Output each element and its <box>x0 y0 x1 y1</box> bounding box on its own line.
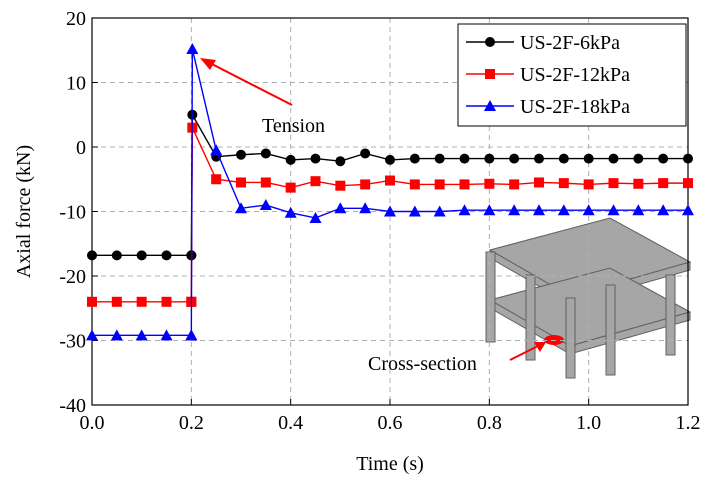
marker <box>360 148 370 158</box>
marker <box>460 154 470 164</box>
marker <box>87 250 97 260</box>
marker <box>137 297 147 307</box>
legend-label: US-2F-18kPa <box>520 96 630 118</box>
marker <box>236 177 246 187</box>
annotation-arrow <box>204 60 292 105</box>
marker <box>485 69 495 79</box>
y-tick-label: -20 <box>59 266 86 288</box>
annotation: Tension <box>262 115 325 137</box>
x-tick-label: 1.2 <box>676 412 701 434</box>
marker <box>559 178 569 188</box>
marker <box>609 178 619 188</box>
marker <box>286 183 296 193</box>
marker <box>658 178 668 188</box>
marker <box>609 154 619 164</box>
marker <box>485 37 495 47</box>
annotation: Cross-section <box>368 353 477 375</box>
x-tick-label: 1.0 <box>576 412 601 434</box>
marker <box>211 174 221 184</box>
legend-label: US-2F-6kPa <box>520 32 620 54</box>
marker <box>112 250 122 260</box>
marker <box>559 154 569 164</box>
marker <box>484 179 494 189</box>
marker <box>186 43 198 54</box>
x-tick-label: 0.4 <box>278 412 303 434</box>
marker <box>236 150 246 160</box>
x-axis-label: Time (s) <box>356 453 424 475</box>
x-tick-label: 0.2 <box>179 412 204 434</box>
marker <box>435 154 445 164</box>
marker <box>509 154 519 164</box>
marker <box>683 154 693 164</box>
marker <box>435 179 445 189</box>
marker <box>286 155 296 165</box>
marker <box>460 179 470 189</box>
marker <box>534 177 544 187</box>
y-tick-label: -40 <box>59 395 86 417</box>
marker <box>311 176 321 186</box>
marker <box>484 154 494 164</box>
marker <box>534 154 544 164</box>
marker <box>285 207 297 218</box>
legend-label: US-2F-12kPa <box>520 64 630 86</box>
marker <box>335 181 345 191</box>
x-tick-label: 0.6 <box>378 412 403 434</box>
marker <box>360 179 370 189</box>
marker <box>385 176 395 186</box>
marker <box>683 178 693 188</box>
marker <box>311 154 321 164</box>
marker <box>162 297 172 307</box>
y-axis-label: Axial force (kN) <box>13 145 35 278</box>
marker <box>112 297 122 307</box>
marker <box>137 250 147 260</box>
marker <box>87 297 97 307</box>
y-tick-label: -30 <box>59 331 86 353</box>
chart: 0.00.20.40.60.81.01.2-40-30-20-1001020Ti… <box>0 0 708 482</box>
marker <box>584 154 594 164</box>
x-tick-label: 0.8 <box>477 412 502 434</box>
marker <box>633 154 643 164</box>
marker <box>509 179 519 189</box>
y-tick-label: 0 <box>76 137 86 159</box>
y-tick-label: 10 <box>66 73 86 95</box>
marker <box>633 179 643 189</box>
marker <box>335 156 345 166</box>
marker <box>410 154 420 164</box>
y-tick-label: -10 <box>59 202 86 224</box>
marker <box>385 155 395 165</box>
marker <box>261 148 271 158</box>
marker <box>260 199 272 210</box>
marker <box>261 177 271 187</box>
marker <box>584 179 594 189</box>
marker <box>658 154 668 164</box>
y-tick-label: 20 <box>66 8 86 30</box>
marker <box>162 250 172 260</box>
marker <box>410 179 420 189</box>
